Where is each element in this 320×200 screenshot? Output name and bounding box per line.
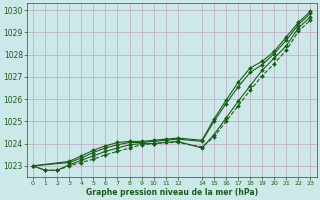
X-axis label: Graphe pression niveau de la mer (hPa): Graphe pression niveau de la mer (hPa) [86,188,258,197]
